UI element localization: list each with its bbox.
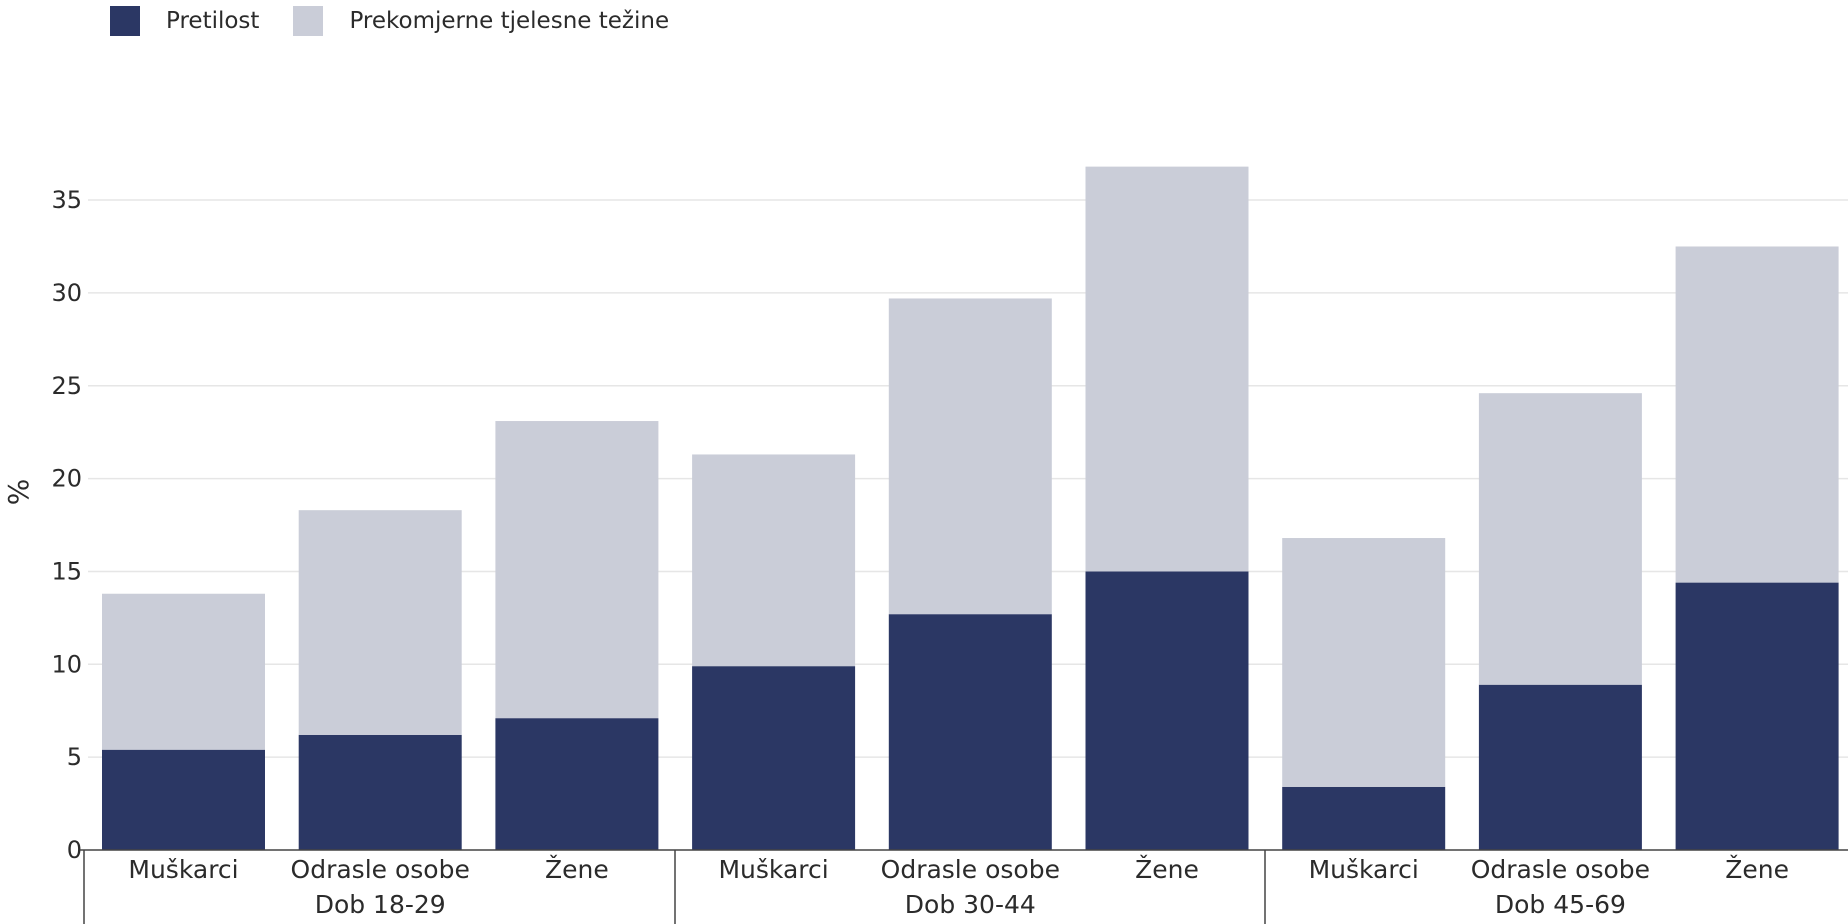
x-tick-label-6: Muškarci: [1309, 855, 1419, 884]
group-label-1: Dob 30-44: [905, 890, 1036, 919]
bar-prekomjerne-2[interactable]: [495, 421, 659, 719]
bar-prekomjerne-3[interactable]: [692, 454, 856, 667]
bar-prekomjerne-0[interactable]: [102, 593, 265, 750]
axes: 0 5 10 15 20 25 30 35 Muškarci Odrasle osobe Žene D…: [51, 186, 1848, 924]
legend-swatch-prekomjerne: [293, 6, 324, 36]
legend-swatch-pretilost: [110, 6, 140, 36]
y-tick-label-25: 25: [51, 372, 82, 400]
bar-prekomjerne-1[interactable]: [298, 510, 462, 735]
x-tick-label-1: Odrasle osobe: [291, 855, 470, 884]
group-label-2: Dob 45-69: [1495, 890, 1626, 919]
bar-pretilost-0[interactable]: [102, 749, 265, 850]
bars: [102, 166, 1839, 850]
bar-pretilost-3[interactable]: [692, 666, 856, 850]
bar-pretilost-2[interactable]: [495, 718, 659, 850]
y-axis-title: %: [2, 479, 35, 506]
legend-item-pretilost[interactable]: Pretilost: [110, 6, 259, 36]
bar-prekomjerne-6[interactable]: [1282, 538, 1446, 787]
bar-pretilost-4[interactable]: [888, 614, 1052, 850]
y-tick-label-0: 0: [67, 836, 82, 864]
bar-pretilost-8[interactable]: [1675, 582, 1839, 850]
group-label-0: Dob 18-29: [315, 890, 446, 919]
legend-label-pretilost: Pretilost: [166, 8, 260, 34]
bar-pretilost-7[interactable]: [1478, 684, 1642, 850]
y-tick-label-10: 10: [51, 650, 82, 678]
x-tick-label-7: Odrasle osobe: [1471, 855, 1650, 884]
y-tick-label-15: 15: [51, 557, 82, 585]
x-tick-label-4: Odrasle osobe: [881, 855, 1060, 884]
bar-prekomjerne-4[interactable]: [888, 298, 1052, 615]
bar-prekomjerne-5[interactable]: [1085, 166, 1249, 572]
x-tick-label-3: Muškarci: [718, 855, 828, 884]
legend-item-prekomjerne[interactable]: Prekomjerne tjelesne težine: [293, 6, 669, 36]
bar-pretilost-6[interactable]: [1282, 786, 1446, 850]
legend: Pretilost Prekomjerne tjelesne težine: [110, 6, 703, 36]
y-tick-label-35: 35: [51, 186, 82, 214]
bar-pretilost-1[interactable]: [298, 734, 462, 850]
bar-pretilost-5[interactable]: [1085, 571, 1249, 850]
y-tick-label-30: 30: [51, 279, 82, 307]
bar-prekomjerne-8[interactable]: [1675, 246, 1839, 583]
x-tick-label-8: Žene: [1725, 855, 1789, 884]
legend-label-prekomjerne: Prekomjerne tjelesne težine: [349, 8, 670, 34]
y-tick-label-20: 20: [51, 465, 82, 493]
y-tick-label-5: 5: [67, 743, 82, 771]
x-tick-label-0: Muškarci: [128, 855, 238, 884]
x-tick-label-5: Žene: [1135, 855, 1199, 884]
bar-prekomjerne-7[interactable]: [1478, 393, 1642, 685]
x-tick-label-2: Žene: [545, 855, 609, 884]
